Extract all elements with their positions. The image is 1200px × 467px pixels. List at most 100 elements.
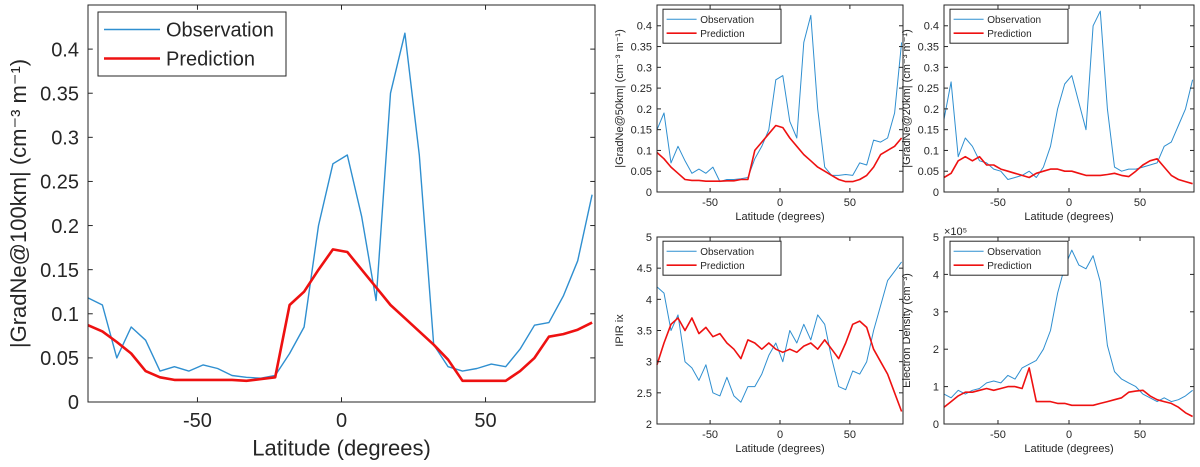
x-tick-label: -50 — [990, 197, 1006, 209]
x-tick-label: 50 — [844, 429, 856, 441]
series-line-prediction — [656, 317, 903, 412]
x-tick-label: 50 — [474, 410, 496, 432]
y-tick-label: 0.4 — [51, 39, 79, 61]
x-tick-label: -50 — [183, 410, 212, 432]
y-axis-label: |GradNe@100km| (cm⁻³ m⁻¹) — [6, 59, 31, 348]
y-tick-label: 0.4 — [924, 21, 939, 33]
series-line-observation — [656, 14, 903, 183]
y-tick-label: 4.5 — [637, 263, 652, 275]
legend-label-prediction: Prediction — [700, 29, 744, 40]
legend: Observation Prediction — [949, 240, 1069, 276]
x-axis-label: Latitude (degrees) — [1024, 443, 1113, 455]
y-tick-label: 0.2 — [637, 104, 652, 116]
series-line-prediction — [87, 248, 593, 383]
y-tick-label: 0.25 — [40, 172, 79, 194]
legend-box — [97, 11, 287, 77]
legend: Observation Prediction — [97, 11, 287, 77]
series-line-prediction — [943, 155, 1193, 185]
x-axis-label: Latitude (degrees) — [252, 436, 431, 461]
y-tick-label: 0.3 — [924, 62, 939, 74]
legend-box — [662, 8, 782, 44]
y-axis-label: IPIR ix — [614, 314, 626, 347]
y-tick-label: 0.2 — [51, 216, 79, 238]
y-tick-label: 5 — [933, 232, 939, 244]
y-tick-label: 0 — [68, 392, 79, 414]
y-exponent-label: ×10⁵ — [944, 226, 967, 238]
y-tick-label: 0.35 — [918, 42, 939, 54]
chart-panel-1: -50 0 50 0 0.05 0.1 0.15 0.2 0.25 0.3 0.35 0.4 Latit… — [6, 4, 596, 461]
legend-box — [662, 240, 782, 276]
legend-label-observation: Observation — [700, 15, 754, 26]
y-tick-label: 1 — [933, 382, 939, 394]
legend-box — [949, 240, 1069, 276]
legend: Observation Prediction — [949, 8, 1069, 44]
y-tick-label: 2.5 — [637, 388, 652, 400]
x-tick-label: -50 — [990, 429, 1006, 441]
y-tick-label: 2 — [933, 344, 939, 356]
x-tick-label: 50 — [844, 197, 856, 209]
y-tick-label: 0.05 — [40, 348, 79, 370]
legend-label-observation: Observation — [987, 247, 1041, 258]
chart-panel-4: -50 0 50 2 2.5 3 3.5 4 4.5 5 Latitude (degrees) IPI… — [614, 232, 904, 455]
legend-label-prediction: Prediction — [987, 261, 1031, 272]
series-line-prediction — [656, 124, 903, 183]
legend-label-prediction: Prediction — [700, 261, 744, 272]
x-tick-label: 50 — [1134, 429, 1146, 441]
legend-label-observation: Observation — [700, 247, 754, 258]
y-tick-label: 0 — [933, 419, 939, 431]
y-tick-label: 4 — [933, 269, 939, 281]
x-tick-label: 0 — [1066, 429, 1072, 441]
legend-box — [949, 8, 1069, 44]
y-tick-label: 0.2 — [924, 104, 939, 116]
x-axis-label: Latitude (degrees) — [735, 211, 824, 223]
series-line-observation — [656, 261, 903, 403]
x-axis-label: Latitude (degrees) — [1024, 211, 1113, 223]
series-line-prediction — [943, 367, 1193, 418]
y-tick-label: 4 — [646, 294, 652, 306]
y-tick-label: 2 — [646, 419, 652, 431]
y-axis-label: Electron Density (cm⁻³) — [901, 273, 913, 388]
y-tick-label: 0.4 — [637, 21, 652, 33]
legend-label-observation: Observation — [166, 20, 274, 42]
chart-panel-3: -50 0 50 0 0.05 0.1 0.15 0.2 0.25 0.3 0.35 0.4 Latit… — [901, 4, 1195, 223]
y-tick-label: 0.15 — [631, 125, 652, 137]
x-tick-label: 0 — [1066, 197, 1072, 209]
y-tick-label: 0 — [933, 187, 939, 199]
y-tick-label: 0.05 — [918, 166, 939, 178]
y-tick-label: 0.25 — [918, 83, 939, 95]
x-tick-label: 0 — [777, 429, 783, 441]
x-axis-label: Latitude (degrees) — [735, 443, 824, 455]
x-tick-label: 50 — [1134, 197, 1146, 209]
legend-label-prediction: Prediction — [987, 29, 1031, 40]
legend-label-prediction: Prediction — [166, 49, 255, 71]
y-tick-label: 0.15 — [918, 125, 939, 137]
series-line-observation — [87, 32, 593, 379]
y-axis-label: |GradNe@20km| (cm⁻³ m⁻¹) — [901, 29, 913, 168]
y-tick-label: 0.1 — [51, 304, 79, 326]
y-tick-label: 0.15 — [40, 260, 79, 282]
x-tick-label: -50 — [702, 197, 718, 209]
y-tick-label: 0.05 — [631, 166, 652, 178]
y-tick-label: 0.1 — [637, 145, 652, 157]
y-tick-label: 3 — [933, 307, 939, 319]
y-tick-label: 0.25 — [631, 83, 652, 95]
y-tick-label: 0.3 — [51, 128, 79, 150]
x-tick-label: 0 — [336, 410, 347, 432]
y-tick-label: 3 — [646, 357, 652, 369]
x-tick-label: -50 — [702, 429, 718, 441]
y-tick-label: 0.1 — [924, 145, 939, 157]
legend: Observation Prediction — [662, 8, 782, 44]
legend: Observation Prediction — [662, 240, 782, 276]
x-tick-label: 0 — [777, 197, 783, 209]
y-tick-label: 0 — [646, 187, 652, 199]
chart-panel-2: -50 0 50 0 0.05 0.1 0.15 0.2 0.25 0.3 0.35 0.4 Latit… — [614, 4, 904, 223]
y-axis-label: |GradNe@50km| (cm⁻³ m⁻¹) — [614, 29, 626, 168]
y-tick-label: 0.35 — [40, 83, 79, 105]
y-tick-label: 5 — [646, 232, 652, 244]
y-tick-label: 0.3 — [637, 62, 652, 74]
chart-panel-5: -50 0 50 0 1 2 3 4 5 ×10⁵ Latitude (degrees) Electr… — [901, 226, 1195, 455]
legend-label-observation: Observation — [987, 15, 1041, 26]
y-tick-label: 0.35 — [631, 42, 652, 54]
y-tick-label: 3.5 — [637, 325, 652, 337]
